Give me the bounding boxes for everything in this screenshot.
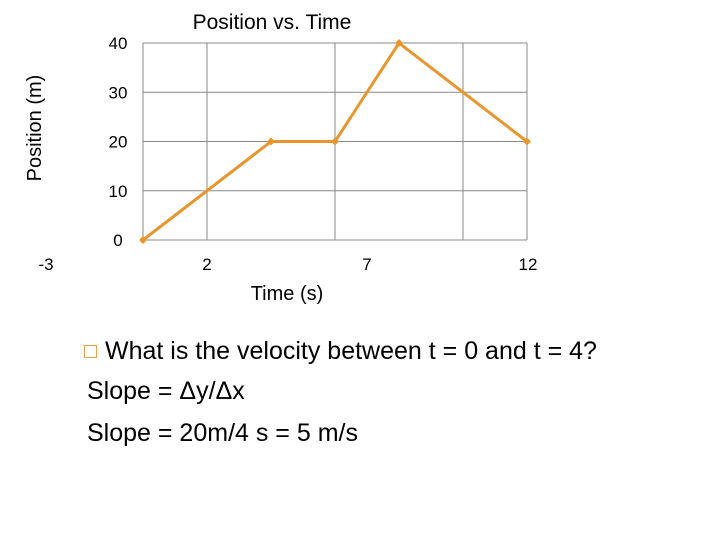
chart-ticks: 0 10 20 30 40 -3 2 7 12 — [38, 34, 537, 274]
data-point — [395, 39, 403, 47]
x-axis-title: Time (s) — [251, 283, 324, 305]
y-tick-label: 0 — [113, 231, 122, 250]
x-tick-label: 2 — [202, 255, 211, 274]
y-tick-label: 20 — [109, 133, 128, 152]
y-tick-label: 30 — [109, 83, 128, 102]
y-tick-label: 40 — [109, 34, 128, 53]
data-point — [331, 137, 339, 146]
x-tick-label: 12 — [519, 255, 538, 274]
question-text: What is the velocity between t = 0 and t… — [105, 337, 597, 365]
chart-series — [139, 39, 531, 244]
x-tick-label: 7 — [362, 255, 371, 274]
data-point — [139, 236, 147, 244]
slope-calculation: Slope = 20m/4 s = 5 m/s — [87, 419, 358, 447]
square-bullet-icon — [84, 345, 97, 358]
y-axis-title: Position (m) — [24, 75, 46, 182]
y-tick-label: 10 — [109, 182, 128, 201]
position-time-chart: 0 10 20 30 40 -3 2 7 12 Position vs. Time Time (… — [24, 11, 537, 305]
chart-title: Position vs. Time — [193, 11, 352, 34]
data-point — [523, 137, 531, 146]
question-bullet: What is the velocity between t = 0 and t… — [84, 336, 704, 366]
data-point — [267, 137, 275, 146]
x-tick-label: -3 — [38, 255, 53, 274]
slope-formula: Slope = Δy/Δx — [87, 377, 245, 405]
